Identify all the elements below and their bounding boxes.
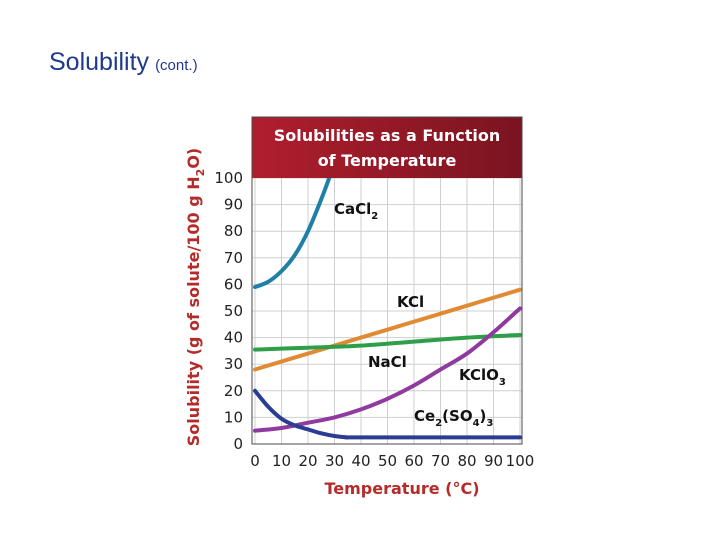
slide-title: Solubility (cont.) bbox=[49, 48, 198, 77]
x-tick-label: 20 bbox=[298, 452, 317, 470]
y-tick-label: 100 bbox=[214, 169, 243, 187]
slide-title-suffix: (cont.) bbox=[155, 57, 198, 74]
chart-title-line2: of Temperature bbox=[318, 151, 457, 170]
y-tick-label: 10 bbox=[224, 408, 243, 426]
y-tick-label: 20 bbox=[224, 382, 243, 400]
x-tick-label: 0 bbox=[250, 452, 260, 470]
x-tick-labels: 0 10 20 30 40 50 60 70 80 90 100 bbox=[250, 452, 534, 470]
y-tick-labels: 0 10 20 30 40 50 60 70 80 90 100 bbox=[214, 169, 243, 453]
x-tick-label: 80 bbox=[457, 452, 476, 470]
series-line-ce2so43 bbox=[253, 388, 522, 440]
x-tick-label: 70 bbox=[431, 452, 450, 470]
y-tick-label: 90 bbox=[224, 196, 243, 214]
y-tick-label: 30 bbox=[224, 355, 243, 373]
series-lines bbox=[253, 176, 522, 440]
x-tick-label: 40 bbox=[351, 452, 370, 470]
series-label-kclo3: KClO3 bbox=[459, 366, 506, 388]
series-line-cacl2 bbox=[253, 176, 332, 290]
y-tick-label: 70 bbox=[224, 249, 243, 267]
x-tick-label: 60 bbox=[404, 452, 423, 470]
x-axis-title: Temperature (°C) bbox=[324, 479, 479, 498]
chart-title-banner bbox=[252, 117, 522, 178]
series-line-kcl bbox=[253, 287, 522, 372]
x-tick-label: 100 bbox=[506, 452, 535, 470]
x-tick-label: 50 bbox=[378, 452, 397, 470]
y-tick-label: 0 bbox=[233, 435, 243, 453]
y-tick-label: 60 bbox=[224, 275, 243, 293]
series-label-cacl2: CaCl2 bbox=[334, 200, 378, 222]
x-tick-label: 30 bbox=[325, 452, 344, 470]
y-axis-title: Solubility (g of solute/100 g H2O) bbox=[184, 148, 207, 447]
series-label-nacl: NaCl bbox=[368, 353, 407, 371]
y-tick-label: 80 bbox=[224, 222, 243, 240]
series-label-ce2so43: Ce2(SO4)3 bbox=[414, 407, 493, 429]
x-tick-label: 90 bbox=[484, 452, 503, 470]
series-label-kcl: KCl bbox=[397, 293, 424, 311]
series-line-nacl bbox=[253, 332, 522, 352]
series-line-kclo3 bbox=[253, 306, 522, 433]
plot-border bbox=[251, 116, 523, 445]
slide-title-main: Solubility bbox=[49, 48, 150, 76]
x-tick-label: 10 bbox=[272, 452, 291, 470]
y-tick-label: 40 bbox=[224, 329, 243, 347]
y-tick-label: 50 bbox=[224, 302, 243, 320]
chart-title-line1: Solubilities as a Function bbox=[274, 126, 501, 145]
